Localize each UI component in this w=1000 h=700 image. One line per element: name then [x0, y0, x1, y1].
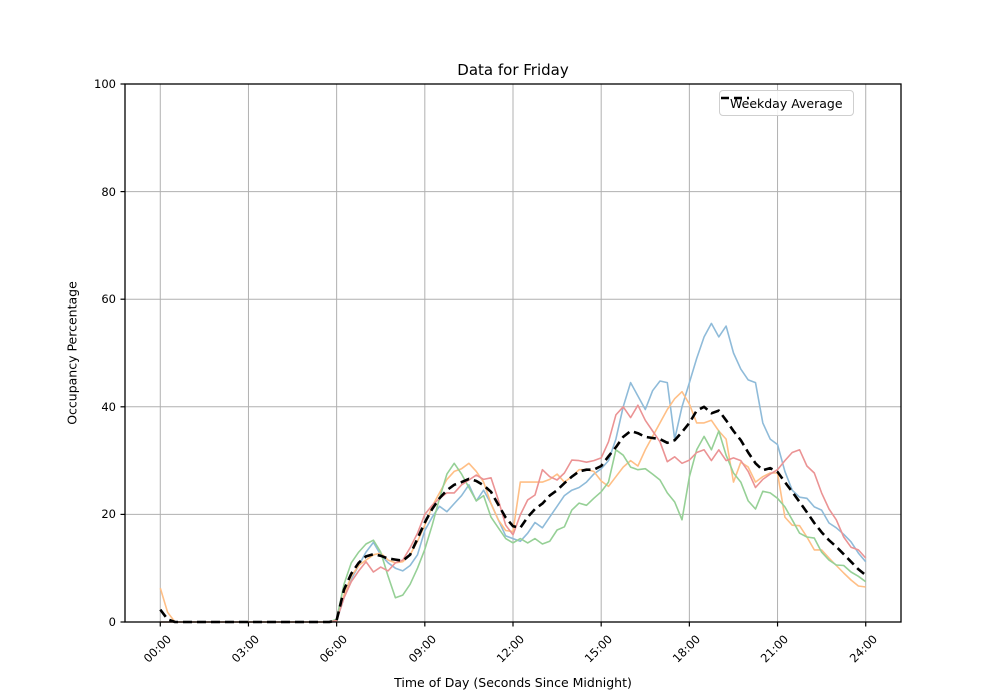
y-tick-label: 40 — [101, 399, 116, 414]
y-tick-label: 20 — [101, 507, 116, 522]
y-tick-label: 0 — [108, 615, 116, 629]
chart-title: Data for Friday — [457, 61, 569, 79]
x-axis-label: Time of Day (Seconds Since Midnight) — [394, 675, 632, 690]
weekday-average — [159, 405, 867, 624]
legend-dashed-line-sample — [721, 96, 749, 100]
y-axis-label: Occupancy Percentage — [64, 281, 80, 425]
legend-label: Weekday Average — [730, 95, 843, 111]
y-tick-label: 60 — [101, 292, 116, 307]
axes-border — [124, 83, 902, 623]
y-tick-label: 100 — [94, 77, 116, 91]
y-tick-label: 80 — [101, 184, 116, 199]
legend: Weekday Average — [719, 90, 854, 116]
